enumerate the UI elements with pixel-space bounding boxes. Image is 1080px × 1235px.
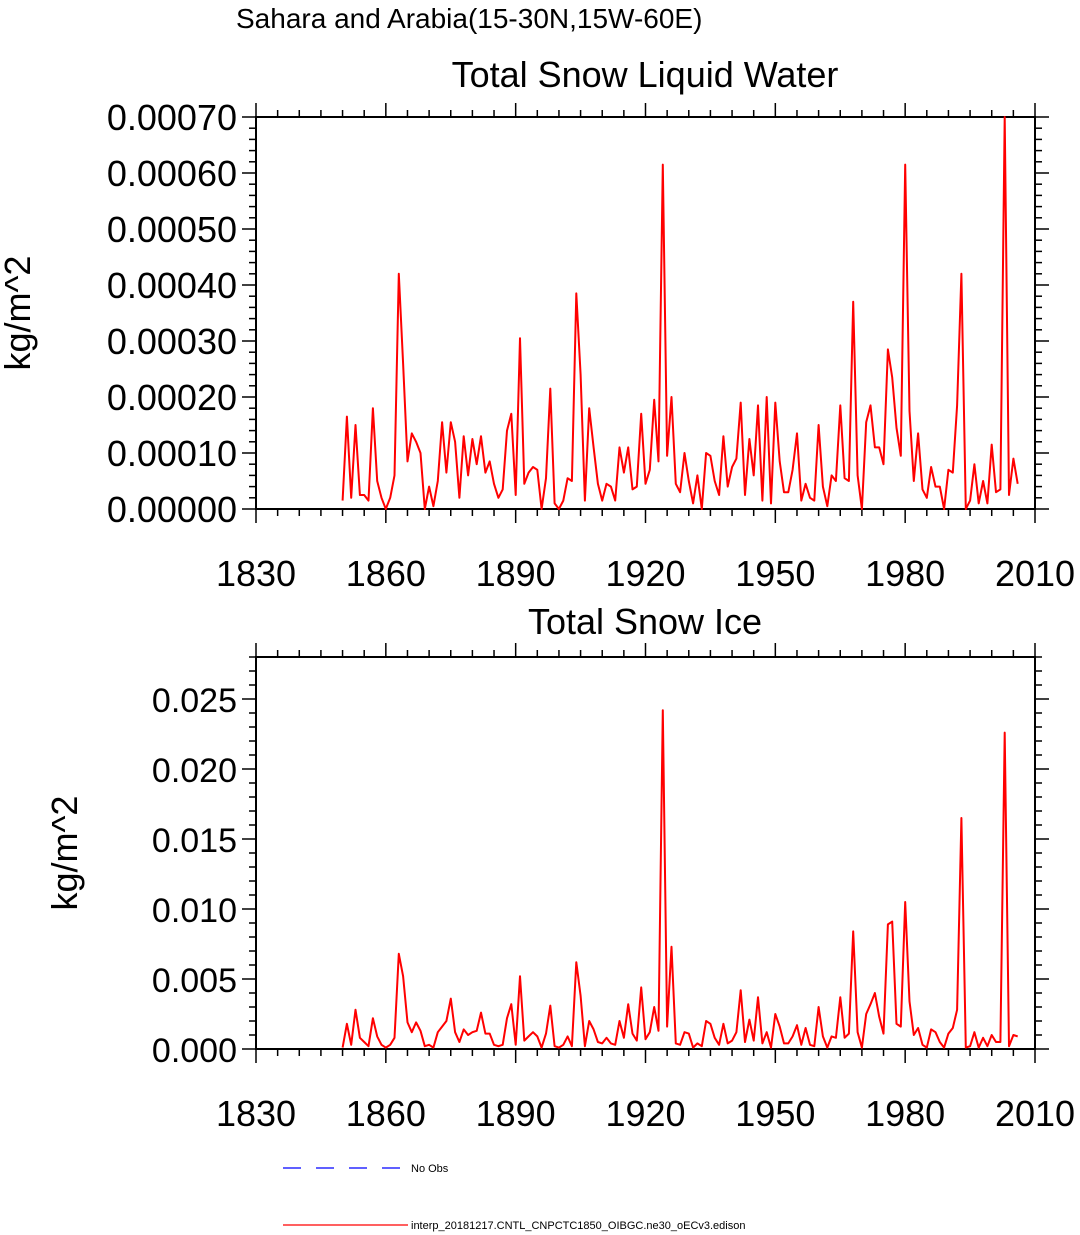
x-tick-label: 1890 (476, 553, 556, 594)
x-tick-label: 1860 (346, 553, 426, 594)
legend-label-no-obs: No Obs (411, 1163, 449, 1175)
y-tick-label: 0.00070 (107, 97, 237, 138)
y-tick-label: 0.000 (152, 1032, 237, 1070)
panel-title: Total Snow Ice (528, 601, 762, 642)
plot-frame (255, 116, 1036, 510)
y-tick-label: 0.005 (152, 962, 237, 1000)
x-tick-label: 1830 (216, 553, 296, 594)
series-line (341, 709, 1019, 1049)
x-tick-label: 1860 (346, 1093, 426, 1134)
y-tick-label: 0.00010 (107, 433, 237, 474)
y-tick-label: 0.00050 (107, 209, 237, 250)
legend-label-model: interp_20181217.CNTL_CNPCTC1850_OIBGC.ne… (411, 1220, 745, 1232)
series-line (341, 116, 1019, 510)
panel-snow-ice: 1830 1860 1890 1920 1950 1980 2010 0.000 0.005 0.… (44, 601, 1075, 1134)
panel-title: Total Snow Liquid Water (452, 54, 839, 95)
x-tick-label: 1980 (865, 1093, 945, 1134)
y-tick-label: 0.00030 (107, 321, 237, 362)
y-axis-label: kg/m^2 (0, 256, 38, 371)
y-tick-label: 0.010 (152, 892, 237, 930)
y-tick-label: 0.00020 (107, 377, 237, 418)
x-tick-label: 1950 (735, 553, 815, 594)
y-tick-label: 0.00040 (107, 265, 237, 306)
x-tick-label: 1830 (216, 1093, 296, 1134)
plot-frame (255, 656, 1036, 1050)
figure-title: Sahara and Arabia(15-30N,15W-60E) (236, 3, 702, 34)
legend: No Obs interp_20181217.CNTL_CNPCTC1850_O… (283, 1163, 745, 1232)
y-tick-label: 0.025 (152, 682, 237, 720)
x-tick-label: 1890 (476, 1093, 556, 1134)
y-tick-label: 0.00000 (107, 489, 237, 530)
y-axis-label: kg/m^2 (44, 796, 85, 911)
x-tick-label: 1920 (605, 1093, 685, 1134)
x-tick-label: 2010 (995, 1093, 1075, 1134)
x-tick-label: 1950 (735, 1093, 815, 1134)
x-tick-label: 2010 (995, 553, 1075, 594)
y-tick-label: 0.015 (152, 822, 237, 860)
x-tick-label: 1980 (865, 553, 945, 594)
x-tick-label: 1920 (605, 553, 685, 594)
y-tick-label: 0.00060 (107, 153, 237, 194)
panel-snow-liquid-water: 1830 1860 1890 1920 1950 1980 2010 0.00000 0.000… (0, 54, 1075, 594)
y-tick-label: 0.020 (152, 752, 237, 790)
